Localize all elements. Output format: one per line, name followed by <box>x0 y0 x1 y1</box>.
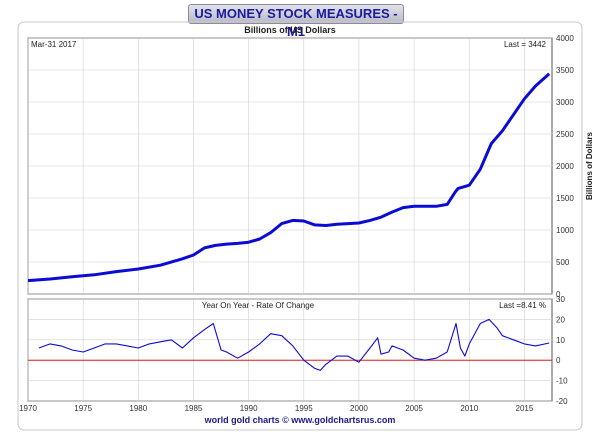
m1-subtitle: Billions of US Dollars <box>244 25 336 35</box>
roc-y-tick-label: -20 <box>556 397 568 406</box>
m1-y-tick-label: 1500 <box>556 194 574 203</box>
roc-series-line <box>38 318 550 371</box>
roc-y-tick-label: 30 <box>556 295 565 304</box>
x-tick-label: 2005 <box>405 404 423 413</box>
roc-y-tick-label: -10 <box>556 377 568 386</box>
x-tick-label: 1990 <box>240 404 258 413</box>
x-tick-label: 2015 <box>516 404 534 413</box>
roc-y-tick-label: 10 <box>556 336 565 345</box>
m1-y-axis-label: Billions of Dollars <box>585 131 594 200</box>
m1-grid <box>27 37 552 295</box>
m1-y-tick-label: 500 <box>556 258 570 267</box>
x-tick-label: 1985 <box>185 404 203 413</box>
m1-series-line <box>27 72 551 283</box>
roc-plot-area <box>27 298 553 402</box>
title-banner: US MONEY STOCK MEASURES - M1 <box>188 4 404 39</box>
m1-y-tick-label: 0 <box>556 290 561 299</box>
roc-y-tick-labels: -20 -10 0 10 20 30 <box>556 295 568 406</box>
m1-panel: 0 500 1000 1500 2000 2500 3000 3500 4000 Billion… <box>27 25 594 299</box>
x-tick-label: 2010 <box>460 404 478 413</box>
footer-credit: world gold charts © www.goldchartsrus.co… <box>204 415 396 425</box>
m1-last-label: Last = 3442 <box>504 40 547 49</box>
m1-y-tick-label: 1000 <box>556 226 574 235</box>
x-tick-label: 1975 <box>74 404 92 413</box>
chart-title: US MONEY STOCK MEASURES - M1 <box>194 6 398 39</box>
x-tick-label: 1995 <box>295 404 313 413</box>
m1-date-label: Mar-31 2017 <box>31 40 77 49</box>
outer-border <box>17 21 583 431</box>
m1-y-tick-label: 2000 <box>556 162 574 171</box>
m1-y-tick-label: 3000 <box>556 98 574 107</box>
x-tick-label: 1970 <box>19 404 37 413</box>
roc-subtitle: Year On Year - Rate Of Change <box>202 301 315 310</box>
roc-y-tick-label: 20 <box>556 315 565 324</box>
m1-y-tick-label: 3500 <box>556 66 574 75</box>
roc-last-label: Last =8.41 % <box>499 301 546 310</box>
x-tick-labels: 1970 1975 1980 1985 1990 1995 2000 2005 2010 2015 <box>19 404 534 413</box>
m1-y-tick-label: 2500 <box>556 130 574 139</box>
roc-panel: -20 -10 0 10 20 30 Year On Year - Rate Of Cha… <box>19 295 568 413</box>
m1-y-tick-label: 4000 <box>556 34 574 43</box>
x-tick-label: 2000 <box>350 404 368 413</box>
m1-y-tick-labels: 0 500 1000 1500 2000 2500 3000 3500 4000 <box>556 34 574 299</box>
x-tick-label: 1980 <box>129 404 147 413</box>
roc-y-tick-label: 0 <box>556 356 561 365</box>
